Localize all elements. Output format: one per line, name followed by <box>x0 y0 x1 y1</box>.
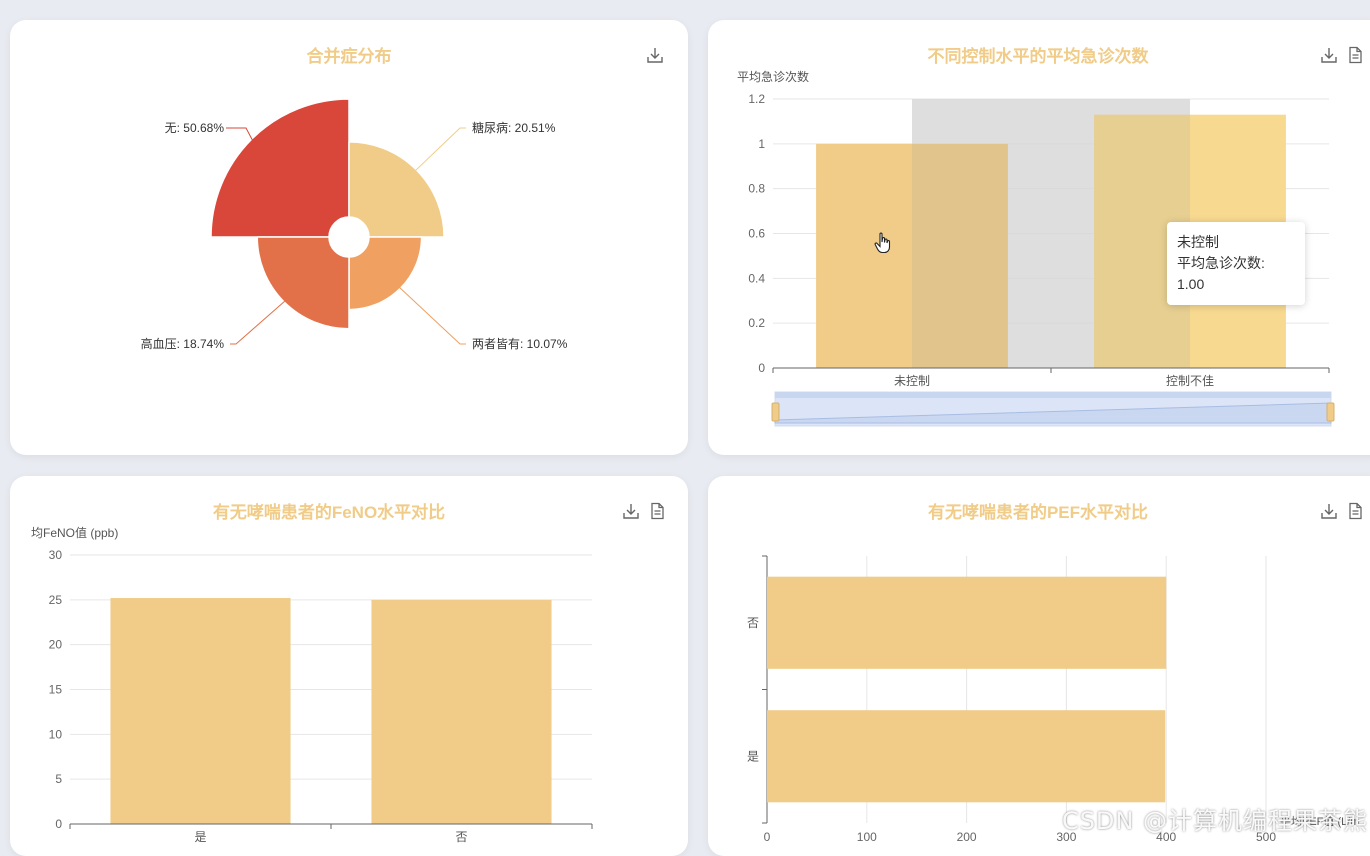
slice-label-无: 无: 50.68% <box>165 121 225 135</box>
y-axis-title: 均FeNO值 (ppb) <box>31 525 118 540</box>
data-view-icon[interactable] <box>1346 46 1364 64</box>
y-tick-label: 5 <box>55 772 62 786</box>
data-view-icon[interactable] <box>1346 502 1364 520</box>
chart-title: 合并症分布 <box>306 47 392 66</box>
y-tick-label: 1 <box>758 137 765 151</box>
rose-slice-糖尿病 <box>348 141 445 238</box>
tooltip-value: 平均急诊次数: 1.00 <box>1177 255 1265 292</box>
bar-未控制 <box>816 143 1008 368</box>
comorbidity-card: 合并症分布 无: 50.68% 糖尿病: 20.51% 两者皆有: 10.07% 高血… <box>10 20 688 455</box>
bar-否 <box>371 599 552 824</box>
slice-label-糖尿病: 糖尿病: 20.51% <box>472 120 556 135</box>
slice-label-高血压: 高血压: 18.74% <box>141 336 225 351</box>
y-tick-label: 0 <box>758 361 765 375</box>
download-icon[interactable] <box>1320 46 1338 64</box>
y-tick-label: 25 <box>49 593 63 607</box>
y-tick-label: 0.8 <box>748 182 765 196</box>
y-tick-label: 20 <box>49 638 63 652</box>
feno-card: 有无哮喘患者的FeNO水平对比 0 5 10 15 20 25 30 均FeNO值 (ppb)… <box>10 476 688 856</box>
label-line-高血压 <box>230 300 286 345</box>
y-tick-label: 0.6 <box>748 227 765 241</box>
label-line-两者皆有 <box>398 286 466 345</box>
data-zoom-handle-left[interactable] <box>771 402 780 422</box>
y-tick-label: 1.2 <box>748 92 765 106</box>
tooltip-title: 未控制 <box>1177 234 1219 250</box>
bar-否 <box>767 576 1167 669</box>
hand-cursor-icon <box>874 232 891 254</box>
pef-card: 有无哮喘患者的PEF水平对比 0 100 200 300 400 500 是否平均PEF值 … <box>708 476 1370 856</box>
rose-slice-两者皆有 <box>348 236 423 311</box>
x-tick-label: 0 <box>764 830 771 844</box>
x-tick-label: 否 <box>455 830 467 844</box>
download-icon[interactable] <box>1320 502 1338 520</box>
feno-bar-chart: 0 5 10 15 20 25 30 均FeNO值 (ppb) 是 否 <box>31 525 593 844</box>
slice-label-两者皆有: 两者皆有: 10.07% <box>472 337 568 351</box>
chart-tooltip: 未控制 平均急诊次数: 1.00 <box>1167 222 1305 305</box>
y-axis-title: 平均急诊次数 <box>737 69 809 84</box>
label-line-糖尿病 <box>414 127 466 172</box>
y-tick-label: 30 <box>49 548 63 562</box>
bar-是 <box>110 598 291 824</box>
data-view-icon[interactable] <box>648 502 666 520</box>
y-tick-label: 10 <box>49 727 63 741</box>
x-axis-title: 平均PEF值 (L/m <box>1280 815 1359 828</box>
y-tick-label: 0 <box>55 817 62 831</box>
rose-slice-高血压 <box>256 236 350 330</box>
chart-title: 不同控制水平的平均急诊次数 <box>927 47 1149 66</box>
chart-title: 有无哮喘患者的FeNO水平对比 <box>212 503 446 522</box>
x-tick-label: 控制不佳 <box>1166 374 1214 388</box>
label-line-无 <box>226 127 254 142</box>
y-tick-label: 0.4 <box>748 271 765 285</box>
download-icon[interactable] <box>622 502 640 520</box>
emergency-visits-card: 不同控制水平的平均急诊次数 0 0.2 0.4 0.6 0.8 1 1.2 平均急诊次数未控制… <box>708 20 1370 455</box>
data-zoom-bar <box>775 392 1331 398</box>
rose-pie-chart: 无: 50.68% 糖尿病: 20.51% 两者皆有: 10.07% 高血压: 18.… <box>141 98 568 351</box>
axis-pointer-shadow-overlay <box>912 99 1190 368</box>
x-tick-label: 100 <box>857 830 877 844</box>
y-tick-label: 否 <box>747 616 759 630</box>
watermark: CSDN @计算机编程果茶熊 <box>1061 807 1368 835</box>
y-tick-label: 0.2 <box>748 316 765 330</box>
x-tick-label: 是 <box>194 830 206 844</box>
x-tick-label: 200 <box>957 830 977 844</box>
download-icon[interactable] <box>646 46 664 64</box>
data-zoom-handle-right[interactable] <box>1326 402 1335 422</box>
chart-title: 有无哮喘患者的PEF水平对比 <box>927 503 1149 522</box>
x-tick-label: 未控制 <box>894 374 930 388</box>
rose-slice-无 <box>210 98 350 238</box>
y-tick-label: 是 <box>747 749 759 763</box>
y-tick-label: 15 <box>49 683 63 697</box>
bar-是 <box>767 710 1166 803</box>
